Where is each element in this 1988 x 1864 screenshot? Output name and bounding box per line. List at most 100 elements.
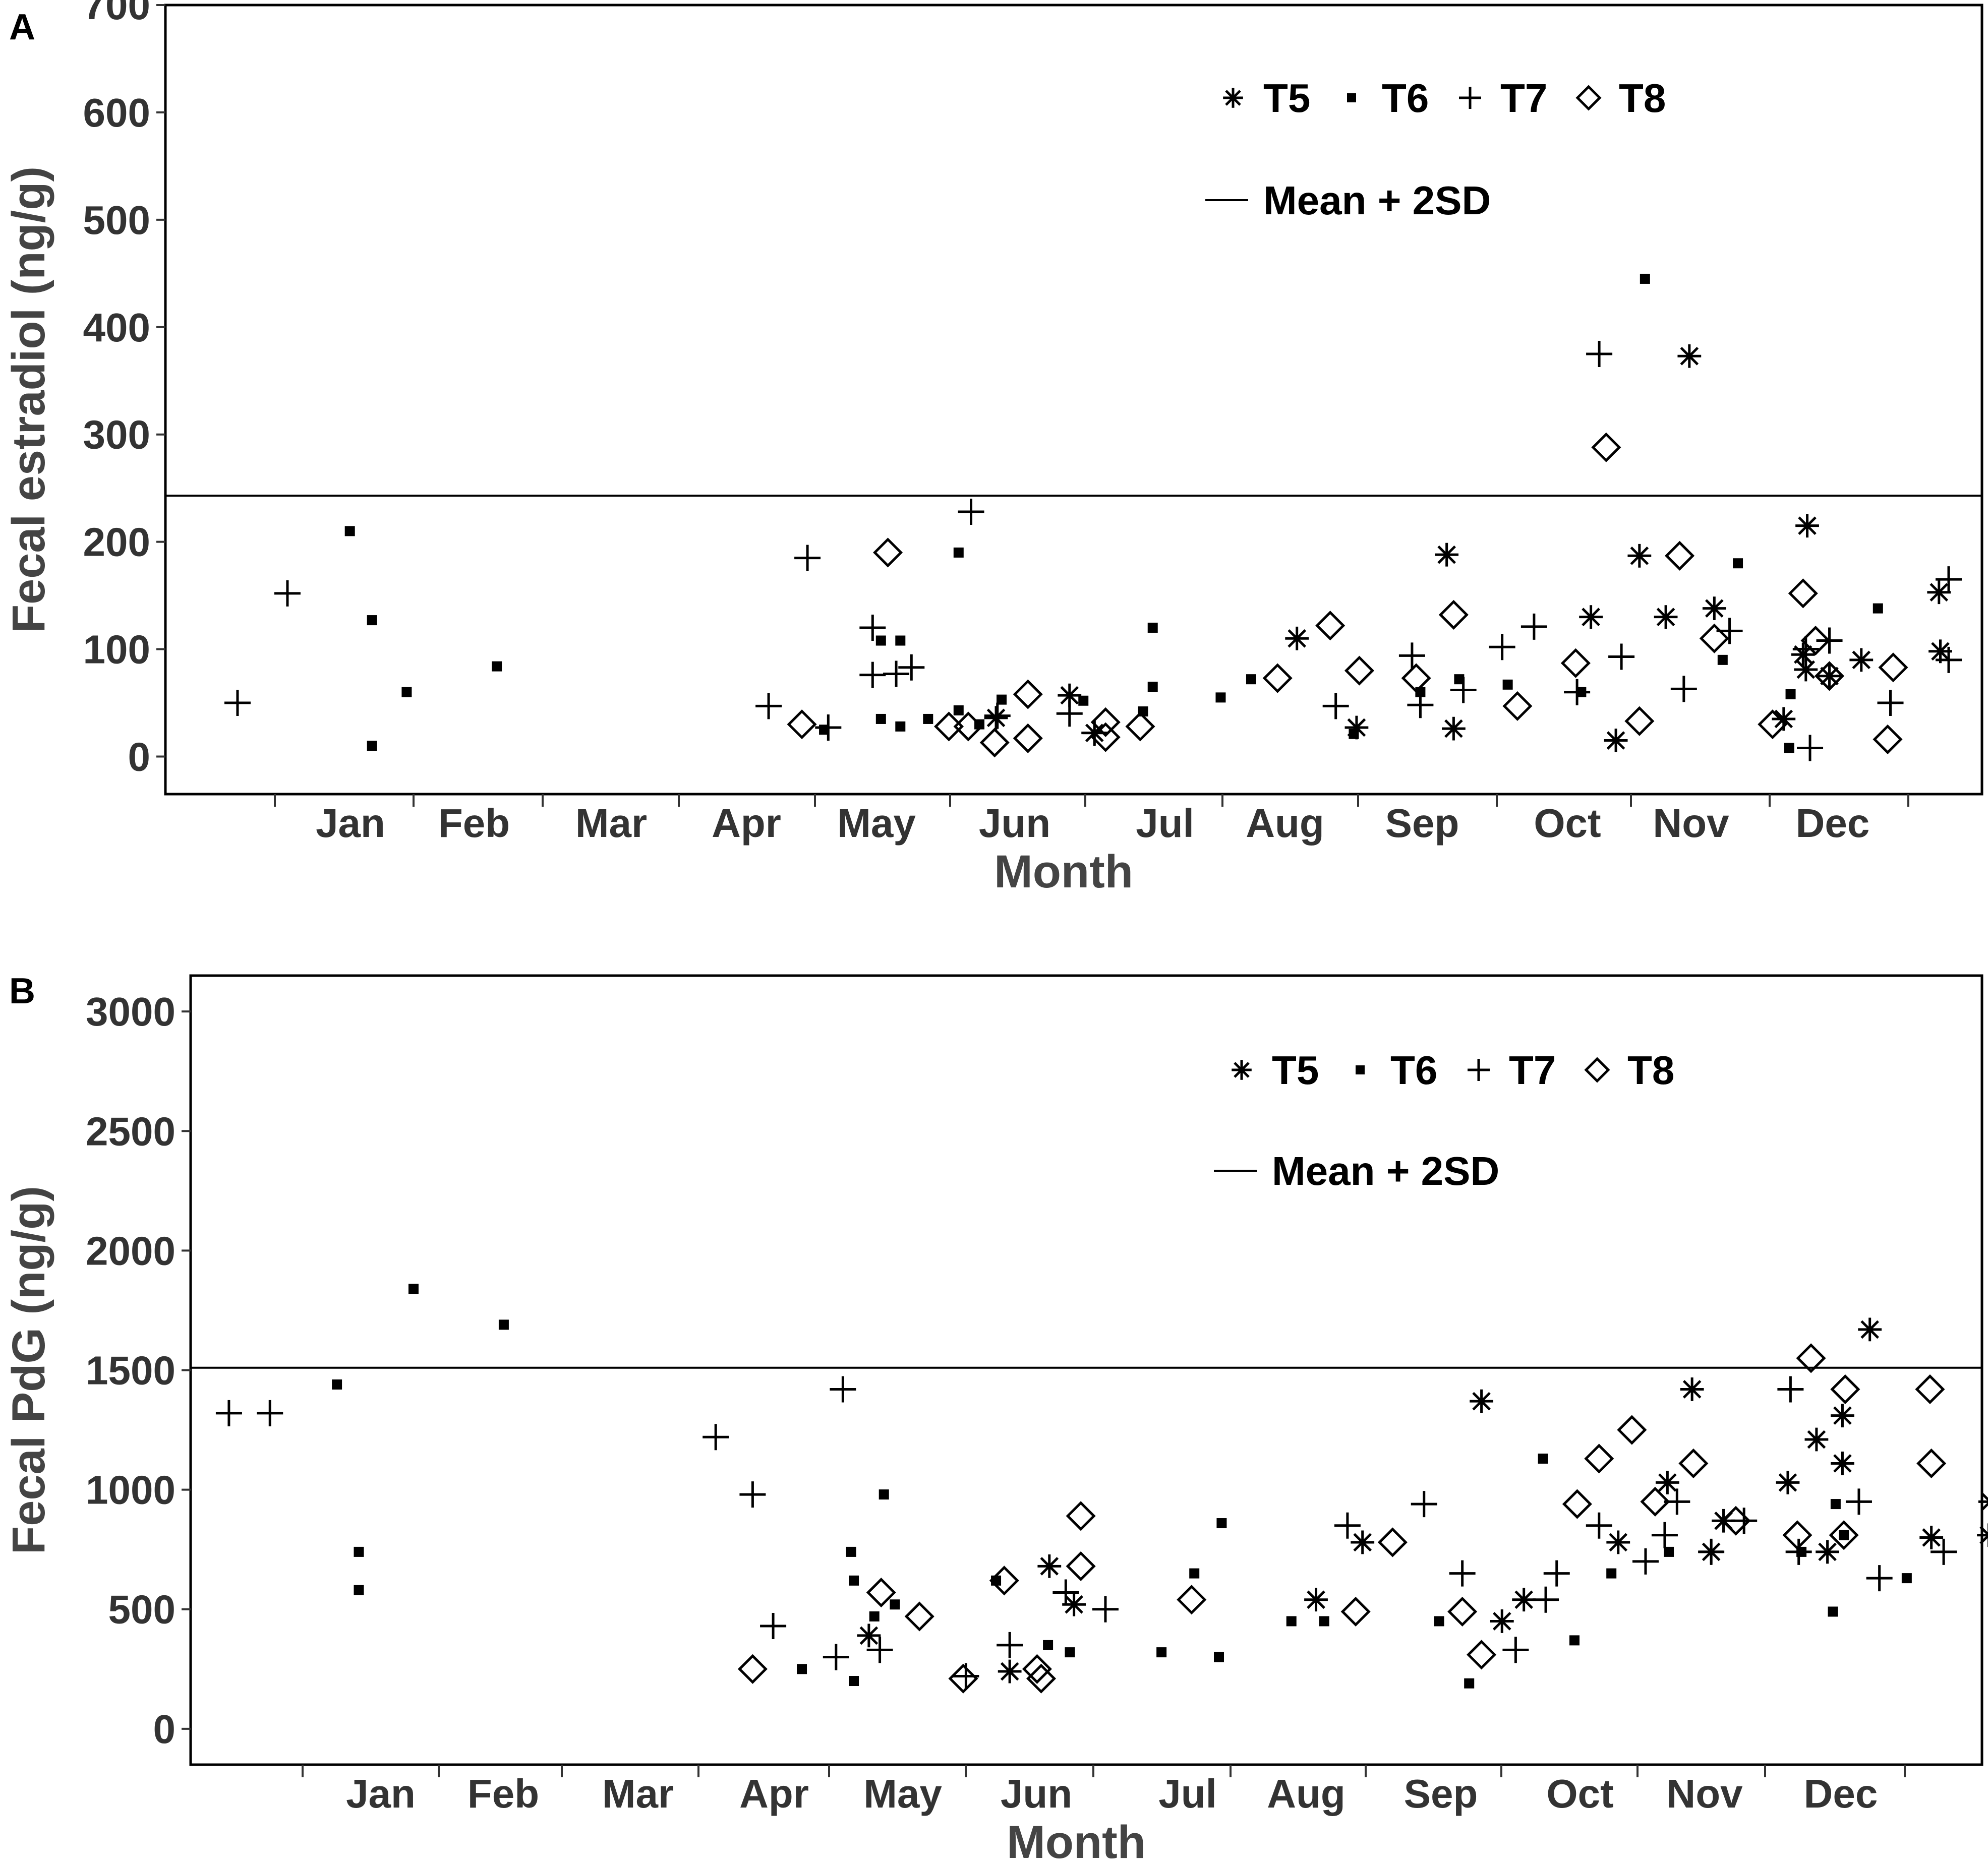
x-tick-label-dec: Dec — [1796, 801, 1870, 846]
point-t6 — [849, 1575, 859, 1586]
point-t6 — [890, 1599, 900, 1610]
point-t8 — [1315, 611, 1346, 641]
x-tick-label-nov: Nov — [1666, 1771, 1743, 1816]
point-t5 — [1702, 596, 1726, 621]
point-t8 — [1665, 540, 1695, 571]
point-t5 — [1804, 1427, 1829, 1452]
point-t5 — [1655, 1470, 1679, 1494]
x-tick-label-dec: Dec — [1804, 1771, 1878, 1816]
point-t7 — [739, 1481, 766, 1508]
point-t5 — [1351, 1530, 1375, 1554]
x-axis-title: Month — [994, 846, 1133, 897]
legend: T5 T6 T7 T8 Mean + 2SD — [1205, 76, 1666, 223]
point-t8 — [873, 537, 903, 568]
point-t5 — [1858, 1317, 1882, 1342]
legend-label-mean-2sd: Mean + 2SD — [1272, 1149, 1499, 1193]
point-t6 — [1246, 674, 1256, 685]
x-tick-label-sep: Sep — [1404, 1771, 1478, 1816]
point-t5 — [1680, 1377, 1704, 1401]
point-t7 — [1797, 735, 1824, 761]
point-t7 — [1449, 1560, 1476, 1587]
x-tick-label-jul: Jul — [1136, 801, 1194, 846]
point-t5 — [1490, 1609, 1514, 1633]
point-t6 — [846, 1546, 856, 1557]
point-t7 — [1866, 1565, 1893, 1592]
point-t8 — [979, 728, 1010, 758]
point-t8 — [1022, 1654, 1052, 1684]
x-tick-label-aug: Aug — [1246, 801, 1324, 846]
point-t6 — [1828, 1606, 1838, 1617]
point-t5 — [1831, 1404, 1854, 1428]
point-t6 — [354, 1546, 364, 1557]
point-t7 — [1698, 1538, 1725, 1565]
point-t8 — [866, 1578, 896, 1608]
point-t8 — [948, 1663, 978, 1694]
point-t7 — [1407, 692, 1434, 718]
x-tick-label-may: May — [863, 1771, 942, 1816]
point-t7 — [984, 702, 1011, 729]
point-t7 — [1450, 677, 1477, 703]
point-t8 — [1584, 1444, 1614, 1474]
point-t7 — [1785, 1538, 1812, 1565]
point-t7 — [1936, 566, 1962, 593]
point-t6 — [1286, 1616, 1297, 1627]
point-t8 — [1344, 655, 1374, 686]
x-tick-label-nov: Nov — [1653, 801, 1729, 846]
point-t5 — [1304, 1588, 1328, 1612]
point-t8 — [1815, 661, 1845, 691]
point-t6 — [498, 1319, 509, 1330]
point-t8 — [1013, 723, 1043, 753]
point-t5 — [1795, 514, 1819, 538]
point-t7 — [823, 1644, 849, 1670]
point-t5 — [1579, 605, 1603, 629]
point-t7 — [1586, 1512, 1612, 1539]
point-t8 — [1915, 1374, 1945, 1404]
point-t8 — [1796, 1343, 1826, 1373]
point-t5 — [1816, 1540, 1840, 1564]
point-t6 — [1873, 603, 1883, 614]
legend-label-t5: T5 — [1263, 76, 1310, 121]
point-t7 — [1845, 1488, 1872, 1515]
point-t6 — [367, 615, 377, 626]
legend-label-t5: T5 — [1272, 1048, 1319, 1093]
point-t5 — [1435, 543, 1459, 567]
point-t7 — [274, 580, 301, 607]
y-axis-title: Fecal estradiol (ng/g) — [3, 166, 54, 633]
x-tick-label-aug: Aug — [1267, 1771, 1346, 1816]
y-tick-label: 2000 — [86, 1228, 176, 1273]
point-t5 — [1037, 1554, 1062, 1578]
point-t7 — [1092, 1596, 1119, 1622]
point-t5 — [1977, 1523, 1988, 1547]
point-t8 — [1640, 1486, 1670, 1517]
point-t7 — [830, 1376, 856, 1403]
plot-frame — [164, 4, 1983, 796]
point-t8 — [1262, 663, 1293, 693]
point-t7 — [859, 662, 886, 688]
point-t6 — [332, 1379, 342, 1390]
point-t6 — [879, 1489, 889, 1500]
point-t8 — [1502, 691, 1533, 721]
point-t7 — [1777, 1376, 1804, 1403]
legend-marker-t5 — [1232, 1060, 1252, 1080]
point-t7 — [1632, 1548, 1659, 1575]
legend-label-mean-2sd: Mean + 2SD — [1263, 178, 1491, 223]
point-t8 — [1624, 706, 1655, 736]
point-t6 — [1214, 1652, 1224, 1662]
point-t8 — [1800, 625, 1831, 656]
point-t6 — [1147, 682, 1158, 692]
point-t6 — [367, 741, 377, 751]
point-t6 — [1784, 743, 1794, 753]
point-t6 — [1464, 1678, 1475, 1689]
point-t6 — [1606, 1568, 1617, 1579]
y-tick-label: 300 — [83, 412, 150, 457]
point-t6 — [1147, 622, 1158, 633]
x-tick-label-jun: Jun — [979, 801, 1050, 846]
point-t7 — [1533, 1586, 1559, 1613]
point-t7 — [1792, 636, 1819, 663]
x-tick-label-apr: Apr — [739, 1771, 809, 1816]
legend-label-t8: T8 — [1619, 76, 1666, 121]
point-t5 — [1285, 626, 1309, 650]
point-t6 — [1839, 1530, 1849, 1540]
point-t5 — [1062, 1592, 1086, 1616]
point-t6 — [875, 635, 886, 646]
